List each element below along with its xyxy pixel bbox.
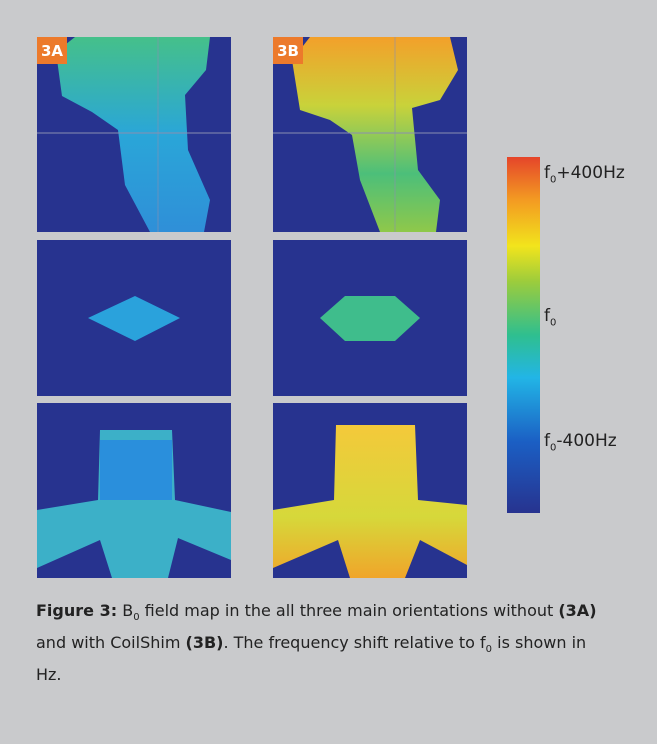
text: -400Hz [556, 431, 616, 451]
text: (3B) [186, 633, 224, 652]
text: B [122, 601, 133, 620]
text: 0 [550, 317, 556, 328]
text: . The frequency shift relative to f [223, 633, 485, 652]
text: 0 [486, 644, 492, 655]
text: +400Hz [556, 163, 624, 183]
panel-3b: 3B [273, 37, 467, 578]
text: 0 [133, 612, 139, 623]
page: {"figure": { "panels": [{"label": "3A"},… [0, 0, 657, 744]
colorbar-label: f0 [544, 306, 556, 328]
colorbar-label: f0-400Hz [544, 431, 617, 453]
panel-label: 3B [277, 42, 299, 60]
colorbar-label: f0+400Hz [544, 163, 625, 185]
text: field map in the all three main orientat… [145, 601, 554, 620]
caption: Figure 3: B0 field map in the all three … [36, 598, 616, 687]
text: and with CoilShim [36, 633, 180, 652]
text: Figure 3: [36, 601, 117, 620]
panel-label: 3A [41, 42, 63, 60]
panel-3a: 3A [37, 37, 231, 578]
text: (3A) [558, 601, 596, 620]
field-region [100, 440, 172, 500]
colorbar [507, 157, 540, 513]
